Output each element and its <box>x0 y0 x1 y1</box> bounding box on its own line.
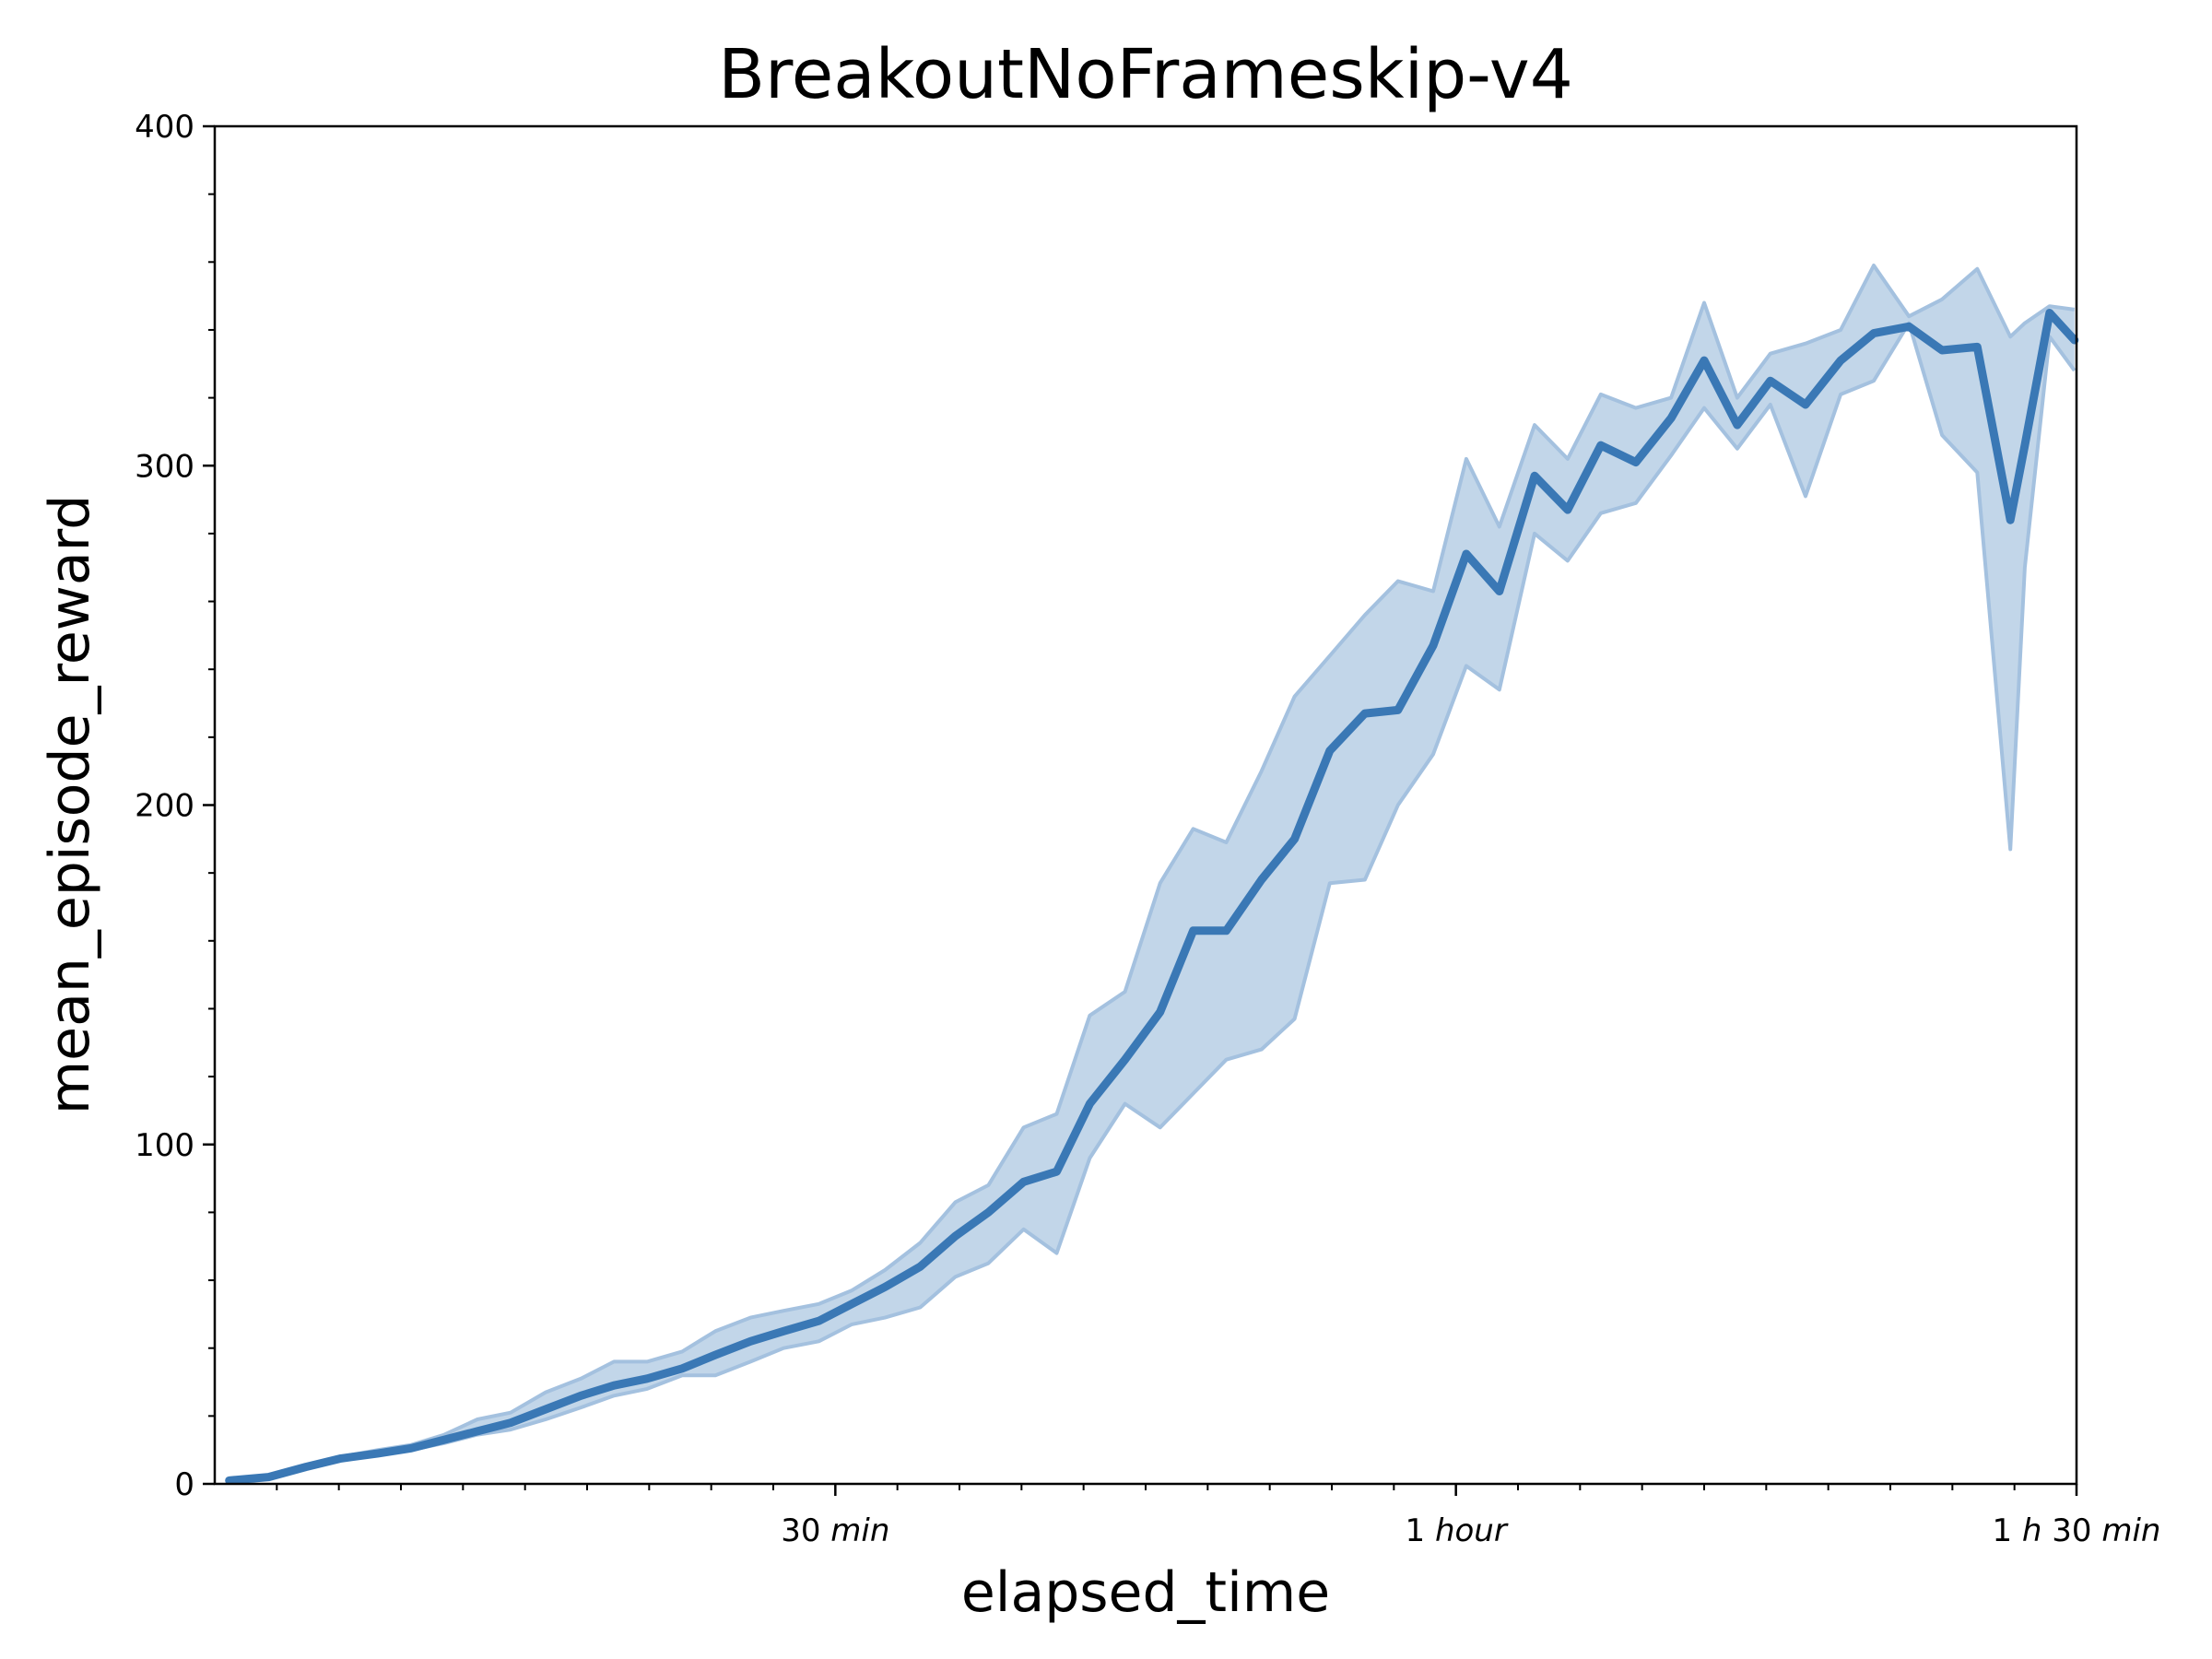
y-tick-label: 300 <box>135 448 194 485</box>
x-axis-title: elapsed_time <box>961 1560 1330 1625</box>
x-tick-label: 1 hour <box>1406 1512 1509 1549</box>
band-lower-edge <box>229 321 2077 1485</box>
chart-title: BreakoutNoFrameskip-v4 <box>718 35 1573 114</box>
y-tick-label: 0 <box>174 1466 194 1503</box>
band-upper-edge <box>229 264 2076 1481</box>
y-tick-label: 100 <box>135 1127 194 1164</box>
plot-area <box>225 264 2079 1485</box>
y-tick-label: 400 <box>135 109 194 146</box>
x-tick-label: 30 min <box>781 1512 889 1549</box>
plot-frame <box>213 124 2078 1486</box>
x-axis: 30 min 1 hour 1 h 30 min <box>276 1484 2161 1549</box>
y-axis: 0 100 200 300 400 <box>135 109 215 1503</box>
y-tick-label: 200 <box>135 788 194 825</box>
mean-reward-line <box>225 309 2079 1485</box>
y-axis-title: mean_episode_reward <box>38 495 102 1115</box>
x-tick-label: 1 h 30 min <box>1992 1512 2160 1549</box>
confidence-band <box>229 265 2075 1483</box>
